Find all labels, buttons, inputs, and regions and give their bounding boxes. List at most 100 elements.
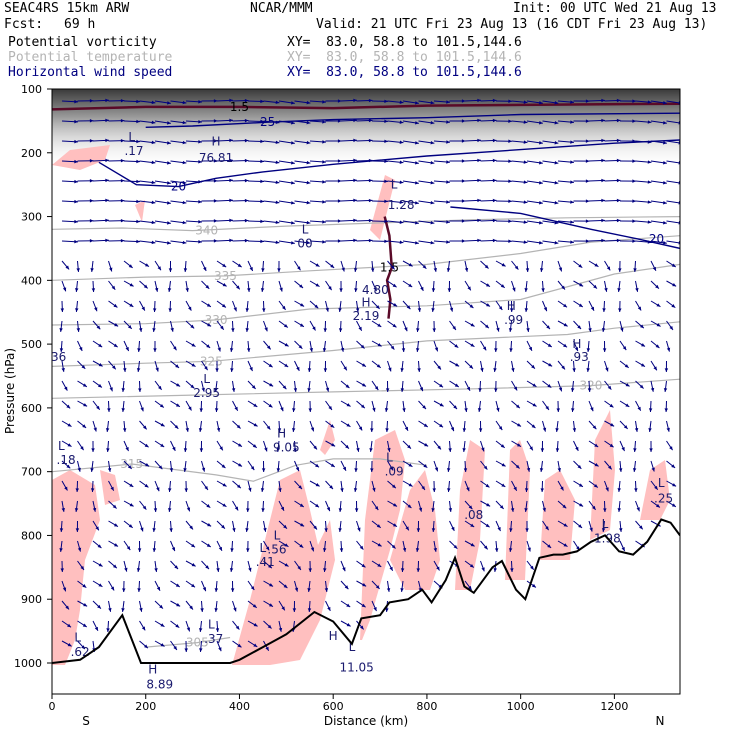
wind-vector — [107, 460, 112, 472]
field-wind-xy: XY= 83.0, 58.8 to 101.5,144.6 — [287, 65, 522, 80]
wind-vector — [495, 179, 513, 183]
wind-vector — [402, 460, 413, 468]
wind-vector — [121, 600, 125, 612]
wind-vector — [247, 380, 256, 390]
wind-vector — [433, 240, 450, 244]
wind-vector — [666, 440, 674, 451]
wind-vector — [185, 620, 191, 632]
wind-vector — [511, 280, 516, 292]
wind-vector — [618, 460, 623, 472]
wind-vector — [325, 239, 342, 243]
x-tick-label: 200 — [135, 700, 156, 713]
wind-vector — [201, 500, 211, 509]
wind-vector — [511, 360, 515, 372]
wind-vector — [92, 520, 100, 531]
wind-vector — [480, 340, 487, 351]
wind-vector — [263, 320, 268, 332]
pv-region — [390, 470, 440, 590]
wind-vector — [92, 98, 110, 103]
wind-vector — [495, 460, 506, 467]
wind-vector — [123, 560, 128, 572]
wind-vector — [356, 580, 367, 587]
wind-vector — [433, 220, 450, 224]
wind-vector — [557, 300, 568, 308]
wind-vector — [385, 420, 389, 433]
wind-vector — [433, 420, 444, 428]
wind-speed-contour-label: 20 — [171, 180, 186, 194]
wind-vector — [586, 360, 590, 372]
wind-vector — [371, 280, 377, 292]
wind-vector — [354, 500, 359, 513]
wind-vector — [557, 180, 574, 184]
wind-vector — [185, 140, 203, 144]
wind-vector — [494, 380, 498, 393]
wind-vector — [139, 300, 146, 311]
wind-vector — [247, 600, 258, 609]
wind-vector — [617, 280, 621, 292]
wind-vector — [449, 320, 457, 331]
wind-vector — [185, 380, 195, 389]
wind-vector — [464, 560, 475, 568]
wind-vector — [61, 119, 79, 124]
wind-vector — [61, 640, 72, 647]
wind-vector — [216, 260, 227, 268]
wind-vector — [542, 520, 550, 531]
wind-vector — [387, 560, 394, 571]
wind-vector — [431, 280, 436, 293]
wind-vector — [105, 420, 110, 432]
wind-vector — [402, 280, 413, 288]
wind-vector — [325, 400, 333, 411]
wind-vector — [325, 480, 334, 490]
wind-vector — [418, 200, 435, 205]
wind-vector — [232, 600, 237, 612]
wind-vector — [108, 198, 125, 203]
wind-vector — [417, 300, 422, 312]
wind-vector — [464, 138, 482, 143]
wind-vector — [588, 238, 606, 243]
wind-vector — [511, 440, 522, 448]
wind-vector — [371, 380, 379, 391]
x-tick-label: 1000 — [507, 700, 535, 713]
wind-vector — [309, 300, 319, 309]
wind-vector — [449, 340, 459, 349]
wind-vector — [92, 138, 110, 143]
wind-vector — [108, 600, 112, 612]
wind-vector — [356, 238, 373, 243]
wind-vector — [480, 300, 491, 307]
wind-vector — [232, 218, 249, 223]
wind-vector — [619, 159, 637, 163]
wind-vector — [278, 180, 295, 185]
wind-vector — [573, 159, 590, 163]
wind-vector — [542, 140, 559, 145]
wind-vector — [123, 119, 141, 124]
wind-vector — [446, 260, 451, 272]
wind-vector — [387, 260, 395, 270]
wind-vector — [402, 100, 419, 105]
wind-vector — [309, 220, 326, 224]
wind-speed-contour — [145, 112, 680, 128]
wind-vector — [650, 500, 661, 508]
wind-vector — [324, 520, 328, 533]
wind-vector — [480, 198, 497, 203]
wind-vector — [433, 260, 438, 272]
wind-vector — [619, 380, 630, 387]
wind-vector — [154, 440, 165, 448]
x-axis-label: Distance (km) — [324, 714, 408, 728]
wind-vector — [604, 400, 614, 408]
wind-vector — [433, 140, 450, 144]
wind-vector — [433, 340, 439, 352]
wind-vector — [495, 159, 513, 163]
wind-vector — [74, 280, 79, 292]
wind-vector — [325, 119, 342, 123]
wind-vector — [340, 340, 345, 352]
wind-vector — [139, 480, 149, 488]
wind-vector — [356, 360, 367, 368]
wind-vector — [356, 158, 373, 163]
wind-vector — [154, 100, 171, 105]
wind-vector — [61, 199, 79, 204]
wind-vector — [325, 460, 336, 468]
wind-vector — [247, 199, 265, 204]
wind-vector — [387, 440, 391, 452]
wind-vector — [402, 540, 407, 552]
wind-vector — [526, 140, 543, 145]
